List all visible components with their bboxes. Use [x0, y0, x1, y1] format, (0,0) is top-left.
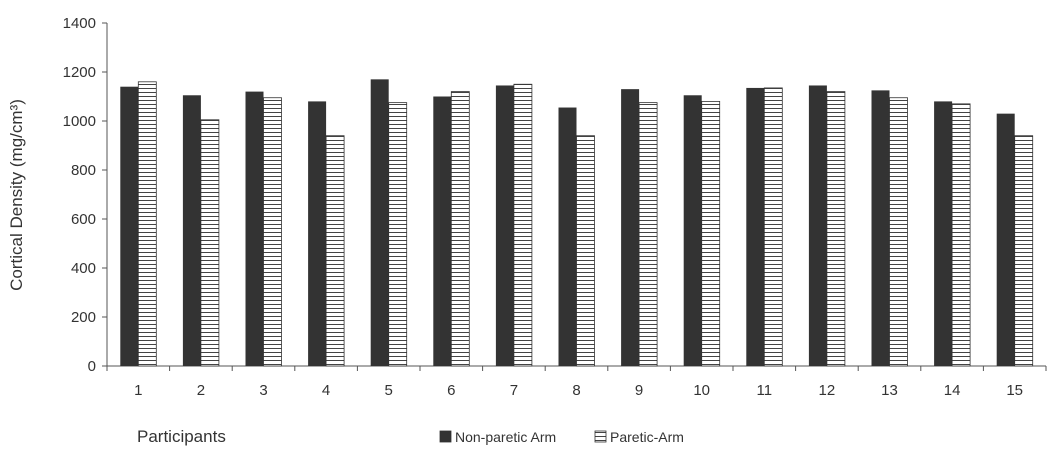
- bar-paretic: [513, 83, 533, 367]
- bar-paretic: [1014, 135, 1034, 367]
- x-tick-label: 1: [134, 382, 142, 399]
- x-tick-label: 10: [693, 382, 710, 399]
- y-tick-label: 600: [71, 211, 96, 228]
- bar-non-paretic: [558, 107, 577, 367]
- bar-non-paretic: [808, 85, 827, 366]
- bar-paretic: [826, 91, 846, 367]
- x-tick-label: 9: [635, 382, 643, 399]
- x-tick-label: 12: [819, 382, 836, 399]
- x-axis-title: Participants: [137, 427, 226, 446]
- bar-non-paretic: [433, 96, 452, 366]
- x-tick-label: 4: [322, 382, 330, 399]
- legend: Non-paretic Arm Paretic-Arm: [439, 429, 684, 445]
- bar-non-paretic: [621, 89, 640, 367]
- y-tick-label: 400: [71, 260, 96, 277]
- y-tick-label: 1200: [63, 64, 96, 81]
- x-tick-label: 13: [881, 382, 898, 399]
- legend-label-paretic: Paretic-Arm: [610, 429, 684, 445]
- x-tick-label: 15: [1006, 382, 1023, 399]
- x-tick-label: 14: [944, 382, 961, 399]
- bar-non-paretic: [495, 85, 514, 366]
- bar-non-paretic: [308, 101, 327, 367]
- y-axis-title: Cortical Density (mg/cm³): [7, 99, 26, 291]
- bar-paretic: [889, 97, 908, 367]
- bar-non-paretic: [934, 101, 953, 367]
- bar-paretic: [388, 102, 408, 367]
- bar-non-paretic: [182, 95, 201, 367]
- x-tick-label: 6: [447, 382, 455, 399]
- bar-non-paretic: [871, 90, 890, 366]
- bar-paretic: [450, 91, 470, 367]
- x-tick-label: 5: [385, 382, 393, 399]
- legend-swatch-paretic: [594, 430, 607, 443]
- x-tick-label: 11: [757, 382, 773, 399]
- y-tick-label: 0: [88, 358, 96, 375]
- bar-paretic: [576, 135, 595, 367]
- bar-paretic: [701, 101, 721, 367]
- bar-non-paretic: [120, 86, 139, 366]
- y-tick-label: 800: [71, 162, 96, 179]
- bar-non-paretic: [245, 91, 264, 366]
- bar-paretic: [200, 119, 220, 367]
- bar-non-paretic: [370, 79, 389, 366]
- bar-paretic: [137, 81, 157, 367]
- y-tick-label: 1400: [63, 15, 96, 32]
- bar-non-paretic: [746, 87, 765, 367]
- bar-paretic: [763, 87, 783, 367]
- bar-paretic: [325, 135, 345, 367]
- x-tick-label: 7: [510, 382, 518, 399]
- x-tick-label: 3: [259, 382, 267, 399]
- y-tick-label: 1000: [63, 113, 96, 130]
- bar-paretic: [638, 102, 658, 367]
- y-tick-label: 200: [71, 309, 96, 326]
- bar-non-paretic: [683, 95, 702, 367]
- bar-paretic: [951, 103, 971, 367]
- bar-paretic: [263, 97, 282, 367]
- legend-swatch-non-paretic: [439, 430, 452, 443]
- bar-non-paretic: [996, 113, 1015, 367]
- legend-label-non-paretic: Non-paretic Arm: [455, 429, 556, 445]
- x-tick-label: 8: [572, 382, 580, 399]
- x-tick-label: 2: [197, 382, 205, 399]
